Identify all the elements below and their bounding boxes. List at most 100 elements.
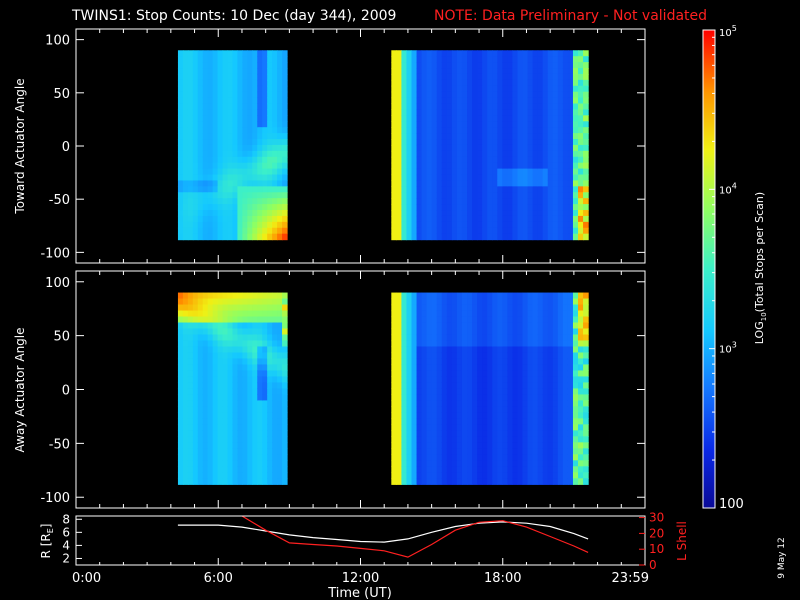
heatmap-cell — [578, 466, 584, 473]
heatmap-cell — [242, 418, 248, 425]
heatmap-cell — [237, 175, 243, 182]
heatmap-cell — [228, 448, 234, 455]
heatmap-cell — [482, 394, 488, 401]
heatmap-cell — [578, 80, 584, 87]
heatmap-cell — [178, 370, 184, 377]
heatmap-cell — [517, 293, 523, 300]
heatmap-cell — [183, 323, 189, 330]
heatmap-cell — [188, 133, 194, 140]
heatmap-cell — [543, 299, 549, 306]
heatmap-cell — [502, 382, 508, 389]
heatmap-cell — [178, 400, 184, 407]
heatmap-cell — [462, 68, 468, 75]
heatmap-cell — [472, 478, 478, 485]
heatmap-cell — [573, 305, 579, 312]
heatmap-cell — [401, 394, 407, 401]
heatmap-cell — [252, 80, 258, 87]
heatmap-cell — [208, 222, 214, 229]
heatmap-cell — [447, 186, 453, 193]
heatmap-cell — [178, 98, 184, 105]
heatmap-cell — [282, 329, 288, 336]
heatmap-cell — [507, 478, 513, 485]
heatmap-cell — [213, 210, 219, 217]
heatmap-cell — [183, 180, 189, 187]
heatmap-cell — [422, 192, 428, 199]
heatmap-cell — [193, 329, 199, 336]
heatmap-cell — [257, 104, 263, 111]
heatmap-cell — [528, 412, 534, 419]
heatmap-cell — [497, 121, 503, 128]
heatmap-cell — [178, 448, 184, 455]
heatmap-cell — [467, 364, 473, 371]
heatmap-cell — [517, 430, 523, 437]
heatmap-cell — [482, 145, 488, 152]
heatmap-cell — [467, 62, 473, 69]
heatmap-cell — [523, 340, 529, 347]
ytick-label: 0 — [62, 384, 70, 399]
heatmap-cell — [228, 56, 234, 63]
heatmap-cell — [267, 139, 273, 146]
heatmap-cell — [396, 186, 402, 193]
heatmap-cell — [543, 186, 549, 193]
heatmap-cell — [507, 98, 513, 105]
heatmap-cell — [422, 406, 428, 413]
heatmap-cell — [198, 460, 204, 467]
heatmap-cell — [492, 406, 498, 413]
heatmap-cell — [427, 442, 433, 449]
heatmap-cell — [573, 436, 579, 443]
heatmap-cell — [422, 466, 428, 473]
heatmap-cell — [422, 86, 428, 93]
heatmap-cell — [533, 228, 539, 235]
heatmap-cell — [442, 210, 448, 217]
heatmap-cell — [401, 448, 407, 455]
heatmap-cell — [406, 382, 412, 389]
heatmap-cell — [242, 305, 248, 312]
heatmap-cell — [482, 299, 488, 306]
heatmap-cell — [198, 180, 204, 187]
heatmap-cell — [406, 234, 412, 241]
heatmap-cell — [462, 412, 468, 419]
heatmap-cell — [538, 210, 544, 217]
heatmap-cell — [432, 388, 438, 395]
heatmap-cell — [487, 157, 493, 164]
heatmap-cell — [198, 436, 204, 443]
heatmap-cell — [267, 80, 273, 87]
heatmap-cell — [548, 175, 554, 182]
heatmap-cell — [412, 472, 418, 479]
heatmap-cell — [482, 175, 488, 182]
heatmap-cell — [548, 329, 554, 336]
heatmap-cell — [208, 352, 214, 359]
heatmap-cell — [396, 86, 402, 93]
heatmap-cell — [447, 454, 453, 461]
heatmap-cell — [213, 388, 219, 395]
heatmap-cell — [477, 323, 483, 330]
heatmap-cell — [228, 317, 234, 324]
heatmap-cell — [188, 311, 194, 318]
heatmap-cell — [183, 192, 189, 199]
heatmap-cell — [502, 460, 508, 467]
heatmap-cell — [396, 329, 402, 336]
heatmap-cell — [477, 163, 483, 170]
heatmap-cell — [467, 352, 473, 359]
heatmap-cell — [272, 293, 278, 300]
heatmap-cell — [472, 115, 478, 122]
heatmap-cell — [432, 98, 438, 105]
heatmap-cell — [193, 145, 199, 152]
heatmap-cell — [437, 418, 443, 425]
heatmap-cell — [487, 222, 493, 229]
heatmap-cell — [412, 376, 418, 383]
heatmap-cell — [533, 317, 539, 324]
heatmap-cell — [277, 406, 283, 413]
heatmap-cell — [401, 121, 407, 128]
heatmap-cell — [502, 210, 508, 217]
heatmap-cell — [242, 400, 248, 407]
heatmap-cell — [267, 478, 273, 485]
heatmap-cell — [437, 74, 443, 81]
heatmap-cell — [267, 157, 273, 164]
heatmap-cell — [282, 157, 288, 164]
heatmap-cell — [406, 56, 412, 63]
heatmap-cell — [507, 151, 513, 158]
heatmap-cell — [228, 376, 234, 383]
heatmap-cell — [558, 358, 564, 365]
heatmap-cell — [427, 334, 433, 341]
